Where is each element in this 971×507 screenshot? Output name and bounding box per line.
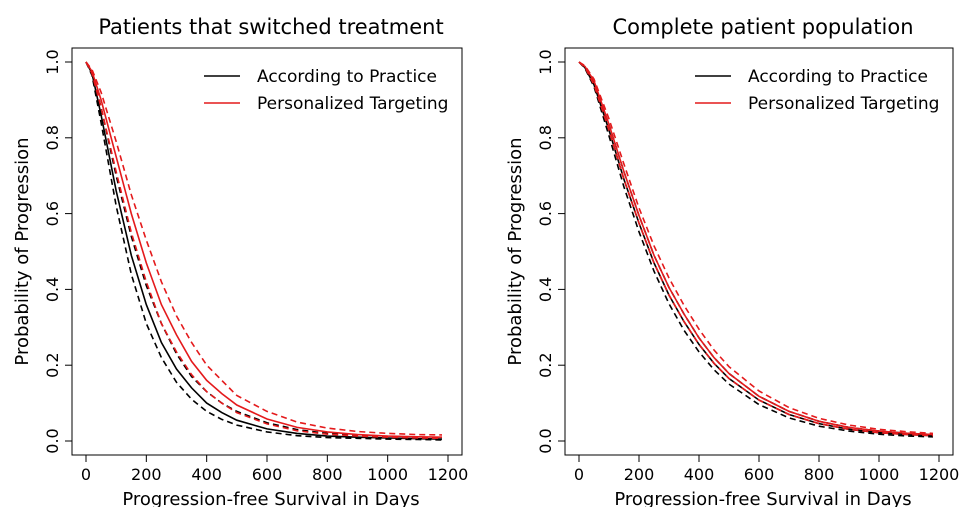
- series-line-personalized-targeting-lower: [85, 61, 443, 440]
- y-tick-label: 0.8: [43, 125, 62, 150]
- x-tick-label: 800: [312, 465, 343, 484]
- y-tick-label: 0.4: [43, 277, 62, 302]
- legend-label: Personalized Targeting: [748, 94, 939, 114]
- x-tick-label: 200: [624, 465, 655, 484]
- y-tick-label: 0.2: [43, 352, 62, 377]
- legend-label: According to Practice: [748, 67, 928, 87]
- y-tick-label: 1.0: [43, 49, 62, 74]
- series-line-personalized-targeting-upper: [85, 61, 443, 436]
- y-axis-label: Probability of Progression: [505, 137, 526, 365]
- x-tick-label: 1200: [919, 465, 960, 484]
- x-tick-label: 0: [81, 465, 91, 484]
- x-tick-label: 400: [191, 465, 222, 484]
- y-tick-label: 1.0: [536, 49, 555, 74]
- y-tick-label: 0.2: [536, 352, 555, 377]
- series-line-personalized-targeting-estimate: [85, 61, 443, 438]
- chart-title: Complete patient population: [612, 15, 913, 39]
- x-tick-label: 200: [131, 465, 162, 484]
- series-line-personalized-targeting-estimate: [578, 61, 934, 436]
- y-tick-label: 0.8: [536, 125, 555, 150]
- chart-panel-complete-population: Complete patient population 0 200 400 600 800…: [493, 0, 971, 507]
- y-tick-label: 0.0: [536, 428, 555, 453]
- x-axis-label: Progression-free Survival in Days: [614, 489, 911, 507]
- series-line-personalized-targeting-lower: [578, 61, 934, 437]
- series-line-according-to-practice-estimate: [85, 61, 443, 440]
- y-tick-label: 0.4: [536, 277, 555, 302]
- chart-panel-patients-switched: Patients that switched treatment 0 200 400 6…: [12, 15, 469, 507]
- x-tick-label: 1000: [367, 465, 408, 484]
- legend-label: According to Practice: [257, 67, 437, 87]
- y-axis-label: Probability of Progression: [12, 137, 33, 365]
- y-tick-label: 0.0: [43, 428, 62, 453]
- series-line-according-to-practice-upper: [85, 61, 443, 439]
- x-axis-label: Progression-free Survival in Days: [122, 489, 419, 507]
- x-tick-label: 400: [684, 465, 715, 484]
- x-tick-label: 600: [252, 465, 283, 484]
- chart-title: Patients that switched treatment: [98, 15, 443, 39]
- series-line-according-to-practice-lower: [578, 61, 934, 438]
- series-line-according-to-practice-estimate: [578, 61, 934, 437]
- x-tick-label: 1200: [428, 465, 469, 484]
- x-tick-label: 0: [574, 465, 584, 484]
- x-tick-label: 800: [804, 465, 835, 484]
- y-tick-label: 0.6: [536, 201, 555, 226]
- x-tick-label: 1000: [859, 465, 900, 484]
- series-line-according-to-practice-upper: [578, 61, 934, 436]
- y-tick-label: 0.6: [43, 201, 62, 226]
- x-tick-label: 600: [744, 465, 775, 484]
- legend-label: Personalized Targeting: [257, 94, 448, 114]
- chart-svg: Complete patient population 0 200 400 600 800…: [505, 15, 960, 507]
- series-line-according-to-practice-lower: [85, 61, 443, 441]
- series-line-personalized-targeting-upper: [578, 61, 934, 435]
- chart-svg: Patients that switched treatment 0 200 400 6…: [12, 15, 469, 507]
